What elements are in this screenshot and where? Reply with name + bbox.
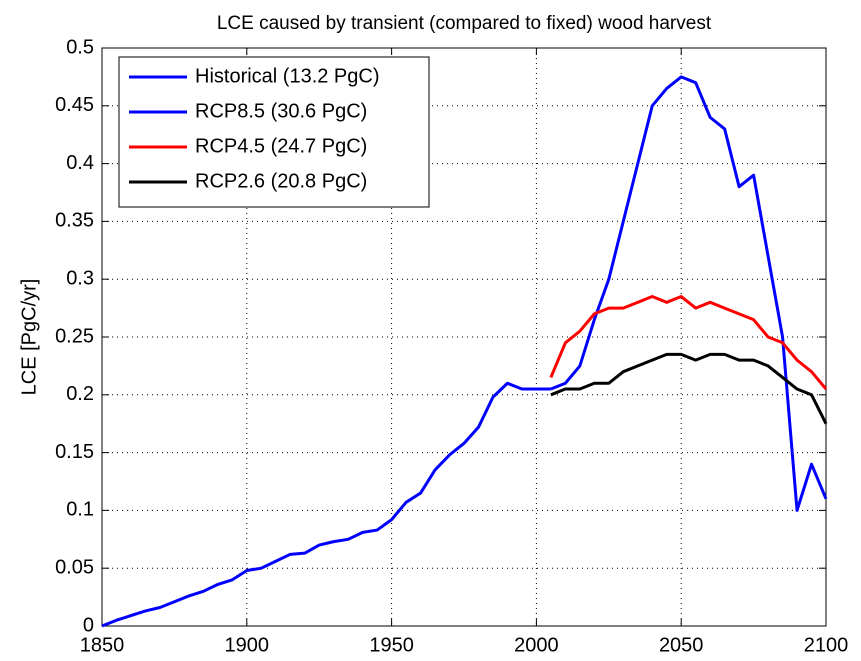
y-tick-label: 0.45 [55,94,94,116]
y-tick-label: 0.15 [55,441,94,463]
y-tick-label: 0.35 [55,210,94,232]
series-line [101,381,551,628]
x-tick-label: 2100 [804,634,849,656]
legend-label: Historical (13.2 PgC) [195,65,380,87]
y-tick-label: 0.3 [66,267,94,289]
y-tick-label: 0.5 [66,36,94,58]
series-line [550,352,828,425]
y-tick-label: 0.25 [55,325,94,347]
y-tick-label: 0.1 [66,499,94,521]
x-tick-label: 1850 [80,634,125,656]
series-line [549,295,828,390]
x-tick-label: 1900 [225,634,270,656]
x-tick-label: 1950 [369,634,414,656]
y-tick-label: 0.05 [55,556,94,578]
y-tick-label: 0 [83,614,94,636]
legend-label: RCP8.5 (30.6 PgC) [195,100,367,122]
y-tick-label: 0.4 [66,152,94,174]
x-tick-label: 2000 [514,634,559,656]
chart-title: LCE caused by transient (compared to fix… [217,13,712,34]
x-tick-label: 2050 [659,634,704,656]
legend-label: RCP2.6 (20.8 PgC) [195,170,367,192]
y-tick-label: 0.2 [66,383,94,405]
y-axis-label: LCE [PgC/yr] [18,279,40,396]
legend-label: RCP4.5 (24.7 PgC) [195,135,367,157]
plot-frame [101,47,827,627]
